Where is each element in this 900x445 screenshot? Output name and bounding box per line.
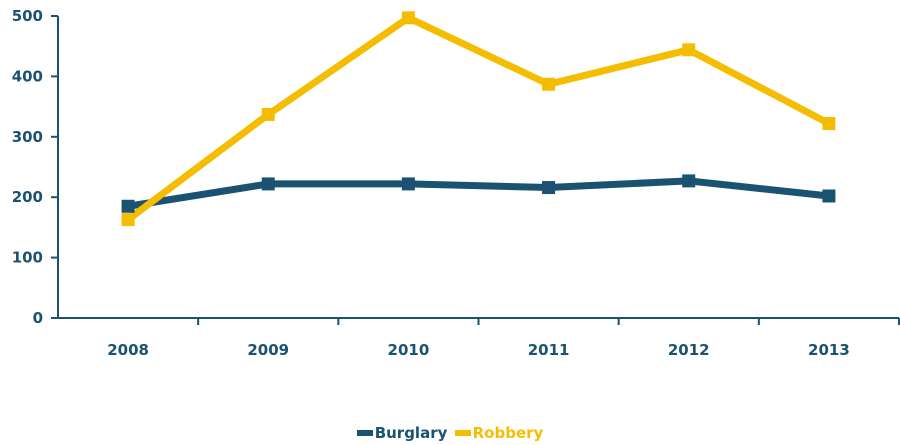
chart-axes — [51, 15, 900, 325]
legend-item-robbery: Robbery — [454, 424, 544, 442]
data-point-burglary — [401, 177, 415, 191]
series-markers — [121, 11, 836, 227]
line-chart: 0 100 200 300 400 500 2008 2009 2010 2011 2012 201… — [12, 7, 900, 359]
x-tick-label: 2009 — [247, 341, 289, 359]
data-point-robbery — [822, 117, 836, 131]
data-point-robbery — [401, 11, 415, 25]
series-line-burglary — [127, 177, 830, 210]
data-point-burglary — [822, 189, 836, 203]
data-point-burglary — [261, 177, 275, 191]
chart-legend: Burglary Robbery — [0, 422, 900, 442]
y-axis-tick-labels: 0 100 200 300 400 500 — [12, 7, 43, 327]
y-tick-label: 0 — [33, 309, 43, 327]
markers-burglary — [121, 174, 836, 213]
data-point-burglary — [682, 174, 696, 188]
x-axis-tick-labels: 2008 2009 2010 2011 2012 2013 — [107, 341, 850, 359]
data-point-robbery — [261, 107, 275, 121]
markers-robbery — [121, 11, 836, 227]
y-tick-label: 400 — [12, 67, 43, 85]
x-tick-label: 2012 — [668, 341, 710, 359]
x-tick-label: 2010 — [388, 341, 430, 359]
legend-label-burglary: Burglary — [374, 424, 448, 442]
series-lines — [125, 14, 831, 223]
y-tick-label: 200 — [12, 188, 43, 206]
y-tick-label: 500 — [12, 7, 43, 25]
series-line-robbery — [125, 14, 831, 223]
data-point-robbery — [121, 213, 135, 227]
x-tick-label: 2013 — [808, 341, 850, 359]
series-burglary — [127, 177, 830, 210]
data-point-robbery — [542, 77, 556, 91]
data-point-robbery — [682, 43, 696, 57]
legend-label-robbery: Robbery — [472, 424, 544, 442]
legend-item-burglary: Burglary — [356, 424, 448, 442]
legend-swatch-robbery — [454, 430, 471, 436]
series-robbery — [125, 14, 831, 223]
x-tick-label: 2011 — [528, 341, 570, 359]
y-tick-label: 300 — [12, 128, 43, 146]
data-point-burglary — [542, 181, 556, 195]
data-point-burglary — [121, 199, 135, 213]
y-tick-label: 100 — [12, 249, 43, 267]
x-tick-label: 2008 — [107, 341, 149, 359]
legend-swatch-burglary — [356, 430, 373, 436]
